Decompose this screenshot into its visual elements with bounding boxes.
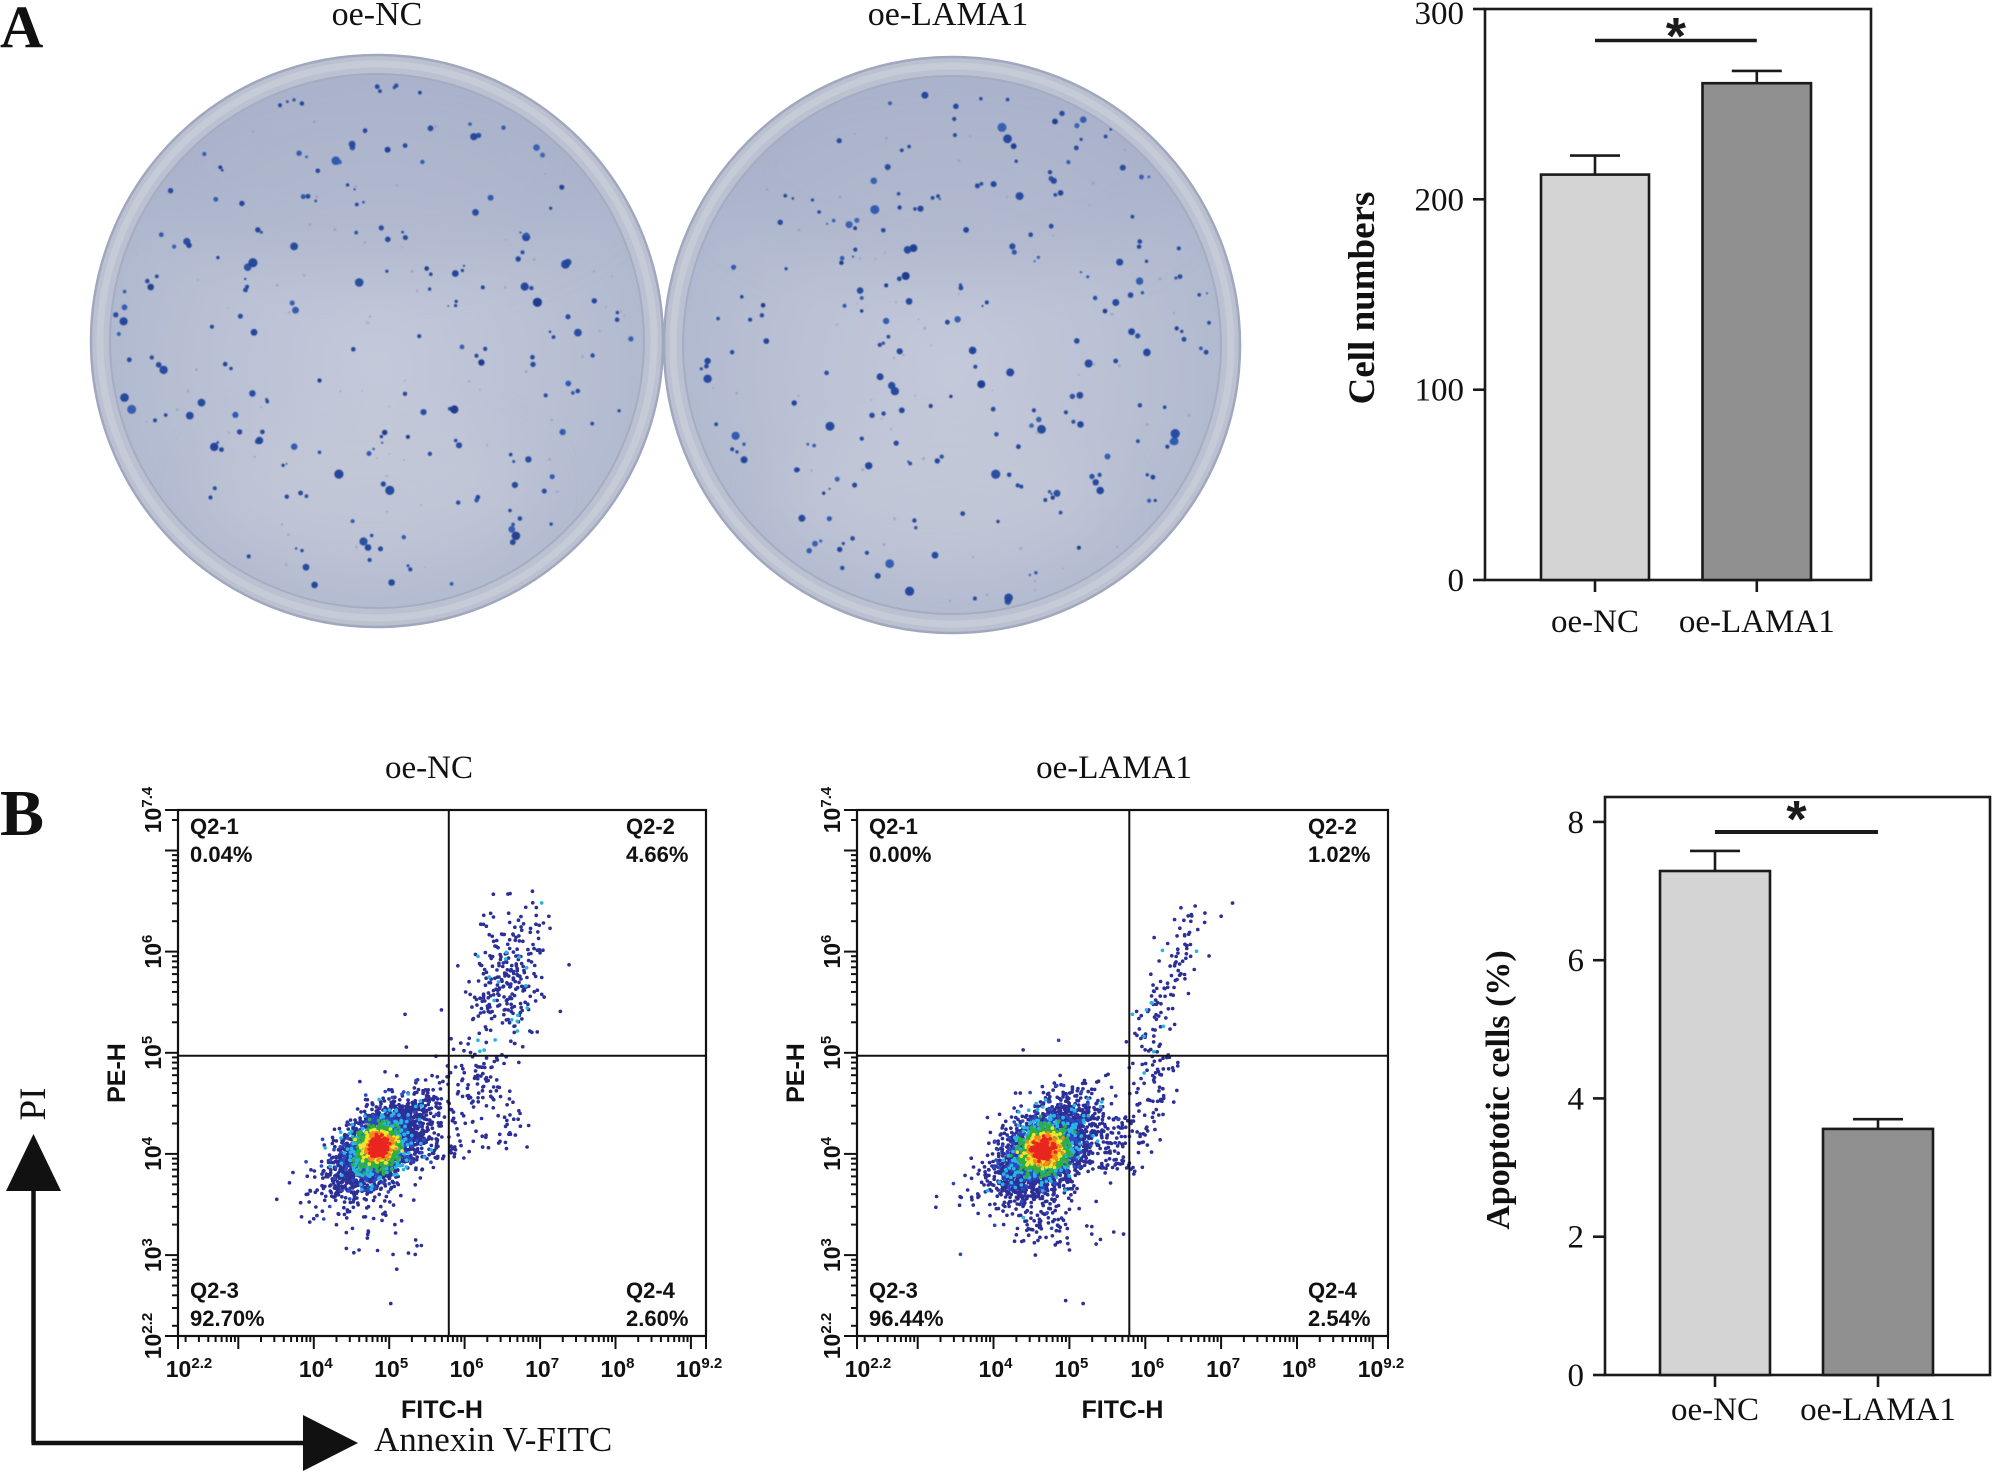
svg-text:104: 104 (818, 1136, 845, 1171)
svg-text:4: 4 (1568, 1081, 1585, 1117)
svg-text:102.2: 102.2 (139, 1313, 166, 1359)
svg-text:102.2: 102.2 (818, 1313, 845, 1359)
svg-text:oe-NC: oe-NC (1671, 1392, 1759, 1428)
svg-text:Cell numbers: Cell numbers (1342, 192, 1383, 405)
svg-text:FITC-H: FITC-H (1082, 1396, 1164, 1424)
svg-text:Q2-3: Q2-3 (190, 1278, 239, 1303)
svg-text:107: 107 (525, 1355, 559, 1382)
svg-text:Q2-2: Q2-2 (1308, 814, 1357, 839)
svg-text:100: 100 (1415, 373, 1465, 409)
svg-text:*: * (1786, 791, 1807, 849)
svg-text:106: 106 (818, 935, 845, 969)
svg-text:Q2-1: Q2-1 (869, 814, 918, 839)
svg-text:PE-H: PE-H (103, 1043, 131, 1103)
svg-text:1.02%: 1.02% (1308, 842, 1370, 867)
svg-text:Q2-1: Q2-1 (190, 814, 239, 839)
svg-text:oe-LAMA1: oe-LAMA1 (868, 0, 1029, 33)
svg-text:*: * (1666, 8, 1687, 66)
svg-text:109.2: 109.2 (1358, 1355, 1404, 1382)
svg-text:A: A (0, 0, 43, 60)
svg-text:6: 6 (1568, 943, 1585, 979)
svg-text:103: 103 (818, 1238, 845, 1272)
svg-text:2.54%: 2.54% (1308, 1306, 1370, 1331)
svg-text:104: 104 (299, 1355, 334, 1382)
svg-text:105: 105 (1054, 1355, 1088, 1382)
svg-text:0.04%: 0.04% (190, 842, 252, 867)
svg-text:FITC-H: FITC-H (401, 1396, 483, 1424)
svg-text:8: 8 (1568, 805, 1585, 841)
svg-text:PI: PI (13, 1088, 54, 1121)
svg-text:108: 108 (1282, 1355, 1316, 1382)
svg-text:102.2: 102.2 (166, 1355, 212, 1382)
svg-text:PE-H: PE-H (782, 1043, 810, 1103)
svg-text:0: 0 (1448, 563, 1465, 599)
svg-text:4.66%: 4.66% (626, 842, 688, 867)
svg-text:Annexin V-FITC: Annexin V-FITC (374, 1420, 612, 1459)
svg-text:105: 105 (818, 1036, 845, 1070)
svg-text:109.2: 109.2 (676, 1355, 722, 1382)
svg-text:2: 2 (1568, 1220, 1585, 1256)
svg-text:oe-LAMA1: oe-LAMA1 (1679, 604, 1835, 640)
svg-text:300: 300 (1415, 0, 1465, 32)
svg-text:Q2-4: Q2-4 (626, 1278, 676, 1303)
svg-text:105: 105 (139, 1036, 166, 1070)
svg-text:2.60%: 2.60% (626, 1306, 688, 1331)
svg-text:104: 104 (979, 1355, 1014, 1382)
svg-text:Apoptotic cells (%): Apoptotic cells (%) (1480, 950, 1517, 1230)
svg-text:Q2-2: Q2-2 (626, 814, 675, 839)
svg-text:96.44%: 96.44% (869, 1306, 944, 1331)
svg-text:104: 104 (139, 1136, 166, 1171)
svg-text:107: 107 (1206, 1355, 1240, 1382)
svg-text:oe-NC: oe-NC (385, 750, 473, 786)
svg-text:0: 0 (1568, 1358, 1585, 1394)
svg-text:oe-LAMA1: oe-LAMA1 (1036, 750, 1192, 786)
svg-text:102.2: 102.2 (845, 1355, 891, 1382)
svg-text:108: 108 (601, 1355, 635, 1382)
svg-text:oe-LAMA1: oe-LAMA1 (1800, 1392, 1956, 1428)
svg-text:103: 103 (139, 1238, 166, 1272)
svg-text:92.70%: 92.70% (190, 1306, 265, 1331)
svg-text:105: 105 (374, 1355, 408, 1382)
svg-text:oe-NC: oe-NC (1551, 604, 1639, 640)
svg-text:Q2-4: Q2-4 (1308, 1278, 1358, 1303)
svg-text:107.4: 107.4 (139, 786, 166, 833)
svg-text:0.00%: 0.00% (869, 842, 931, 867)
svg-text:107.4: 107.4 (818, 786, 845, 833)
svg-text:oe-NC: oe-NC (332, 0, 423, 33)
svg-text:106: 106 (450, 1355, 484, 1382)
svg-text:200: 200 (1415, 182, 1465, 218)
svg-text:106: 106 (1130, 1355, 1164, 1382)
svg-text:Q2-3: Q2-3 (869, 1278, 918, 1303)
svg-text:106: 106 (139, 935, 166, 969)
svg-text:B: B (0, 777, 44, 850)
